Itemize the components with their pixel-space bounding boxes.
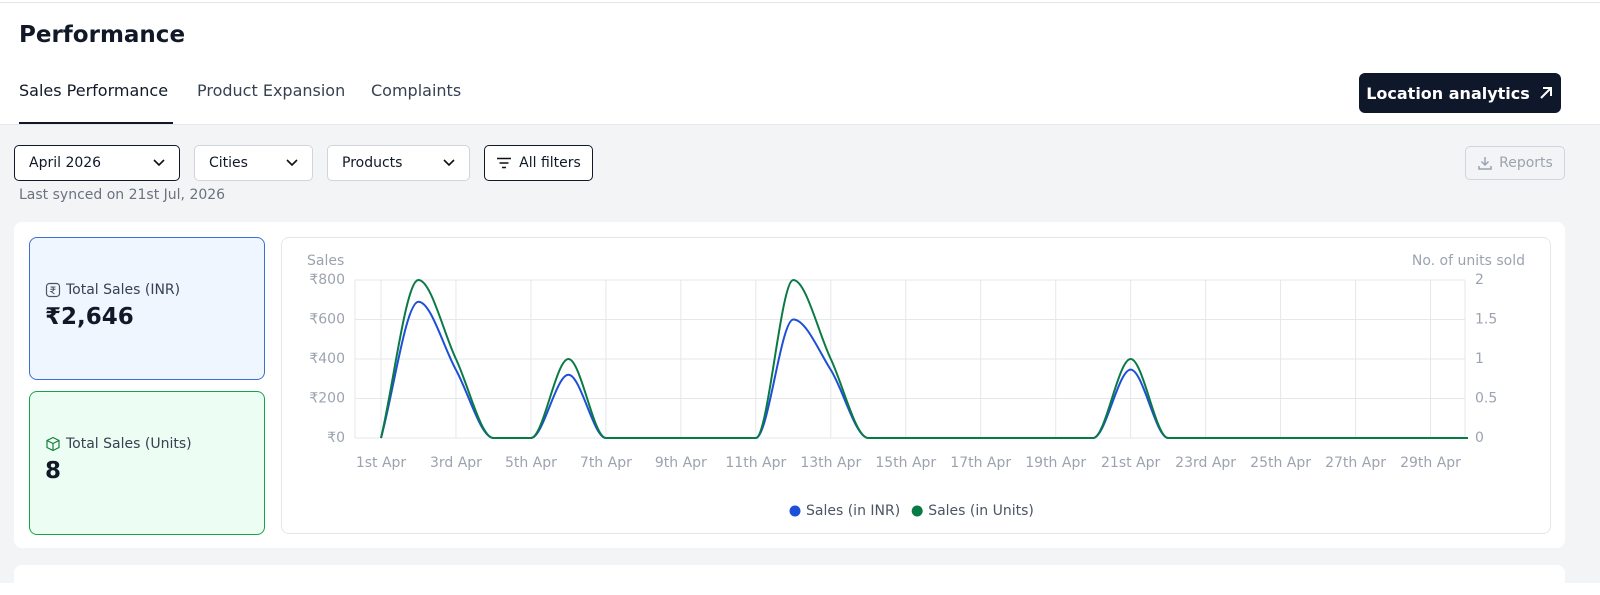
tab[interactable]: Sales Performance bbox=[19, 81, 169, 100]
filter-label: April 2026 bbox=[29, 155, 102, 171]
cities-select[interactable]: Cities bbox=[194, 145, 313, 181]
card-value: 8 bbox=[45, 458, 62, 484]
divider bbox=[0, 2, 1600, 3]
y2-tick-label: 2 bbox=[1475, 272, 1484, 288]
filter-icon bbox=[497, 157, 512, 169]
rupee-icon bbox=[45, 282, 61, 298]
units-card: Total Sales (Units) 8 bbox=[29, 391, 265, 535]
tab-indicator bbox=[19, 122, 173, 124]
x-tick-label: 1st Apr bbox=[356, 455, 407, 471]
tab[interactable]: Complaints bbox=[371, 81, 462, 100]
y2-tick-label: 0.5 bbox=[1475, 391, 1497, 407]
y2-tick-label: 1.5 bbox=[1475, 312, 1497, 328]
x-tick-label: 19th Apr bbox=[1025, 455, 1086, 471]
x-tick-label: 25th Apr bbox=[1250, 455, 1311, 471]
filter-label: All filters bbox=[519, 155, 581, 171]
arrow-icon bbox=[1540, 87, 1552, 99]
y-tick-label: ₹600 bbox=[309, 312, 345, 328]
x-tick-label: 3rd Apr bbox=[430, 455, 482, 471]
y2-tick-label: 1 bbox=[1475, 351, 1484, 367]
page-title: Performance bbox=[19, 22, 186, 48]
x-tick-label: 9th Apr bbox=[655, 455, 707, 471]
chart: Sales No. of units sold ₹0 ₹200 ₹400 ₹600 ₹8… bbox=[307, 253, 1525, 519]
x-tick-label: 21st Apr bbox=[1101, 455, 1161, 471]
x-tick-label: 15th Apr bbox=[875, 455, 936, 471]
reports-button[interactable]: Reports bbox=[1465, 146, 1565, 180]
button-label: Location analytics bbox=[1366, 83, 1530, 103]
chevron bbox=[443, 159, 455, 167]
card-label: Total Sales (Units) bbox=[66, 436, 192, 452]
series-line bbox=[380, 278, 1468, 439]
x-tick-label: 13th Apr bbox=[800, 455, 861, 471]
x-tick-label: 17th Apr bbox=[950, 455, 1011, 471]
chart-container bbox=[281, 237, 1551, 534]
products-select[interactable]: Products bbox=[327, 145, 470, 181]
reports-label: Reports bbox=[1499, 155, 1553, 171]
tab[interactable]: Product Expansion bbox=[197, 81, 346, 100]
legend-marker bbox=[789, 505, 801, 517]
y-tick-label: ₹200 bbox=[309, 391, 345, 407]
page: Performance Sales Performance Product Ex… bbox=[0, 2, 1600, 583]
x-tick-label: 23rd Apr bbox=[1175, 455, 1236, 471]
chevron bbox=[286, 159, 298, 167]
filter-label: Cities bbox=[209, 155, 248, 171]
x-tick-label: 27th Apr bbox=[1325, 455, 1386, 471]
y2-axis-title: No. of units sold bbox=[1412, 253, 1525, 269]
filter-label: Products bbox=[342, 155, 403, 171]
legend-label: Sales (in INR) bbox=[806, 503, 900, 519]
y-tick-label: ₹800 bbox=[309, 272, 345, 288]
inr-card: Total Sales (INR) ₹2,646 bbox=[29, 237, 265, 380]
card-label: Total Sales (INR) bbox=[66, 282, 181, 298]
x-tick-label: 11th Apr bbox=[725, 455, 786, 471]
y-tick-label: ₹400 bbox=[309, 351, 345, 367]
y-axis-title: Sales bbox=[307, 253, 344, 269]
chevron bbox=[153, 159, 165, 167]
location-button[interactable]: Location analytics bbox=[1359, 73, 1561, 113]
x-tick-label: 7th Apr bbox=[580, 455, 632, 471]
y-tick-label: ₹0 bbox=[327, 430, 345, 446]
legend-label: Sales (in Units) bbox=[928, 503, 1034, 519]
summary-panel bbox=[14, 222, 1565, 548]
sync-note: Last synced on 21st Jul, 2026 bbox=[19, 187, 226, 203]
card-value: ₹2,646 bbox=[45, 304, 134, 330]
x-tick-label: 5th Apr bbox=[505, 455, 557, 471]
x-tick-label: 29th Apr bbox=[1400, 455, 1461, 471]
download-icon bbox=[1478, 157, 1492, 170]
legend-marker bbox=[911, 505, 923, 517]
all-filters-button[interactable]: All filters bbox=[484, 145, 593, 181]
next-panel bbox=[14, 565, 1565, 595]
y2-tick-label: 0 bbox=[1475, 430, 1484, 446]
month-select[interactable]: April 2026 bbox=[14, 145, 180, 181]
cube-icon bbox=[46, 436, 60, 452]
